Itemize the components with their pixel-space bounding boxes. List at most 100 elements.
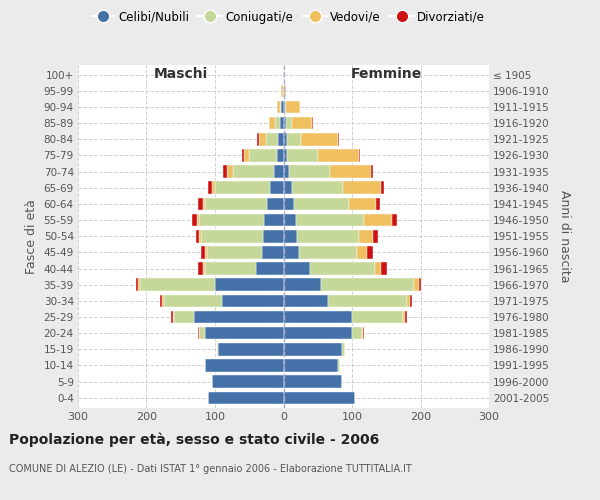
Bar xyxy=(364,214,392,226)
Bar xyxy=(310,262,374,275)
Bar xyxy=(289,166,330,178)
Bar xyxy=(266,133,278,145)
Bar xyxy=(199,230,202,242)
Bar xyxy=(292,117,312,130)
Bar xyxy=(281,84,283,97)
Bar xyxy=(321,278,413,291)
Bar xyxy=(407,294,410,307)
Bar xyxy=(284,182,292,194)
Bar xyxy=(205,246,207,258)
Bar xyxy=(173,310,174,324)
Bar xyxy=(349,198,376,210)
Bar xyxy=(244,149,249,162)
Bar xyxy=(342,343,345,355)
Bar xyxy=(352,310,403,324)
Bar xyxy=(278,133,284,145)
Bar xyxy=(265,214,284,226)
Bar xyxy=(362,327,363,340)
Bar xyxy=(330,166,371,178)
Bar xyxy=(256,262,284,275)
Bar xyxy=(217,343,218,355)
Bar xyxy=(140,278,215,291)
Bar xyxy=(215,278,284,291)
Bar xyxy=(284,294,328,307)
Bar xyxy=(374,262,382,275)
Bar xyxy=(162,294,164,307)
Bar xyxy=(381,182,383,194)
Y-axis label: Anni di nascita: Anni di nascita xyxy=(558,190,571,282)
Bar xyxy=(284,117,286,130)
Bar xyxy=(283,68,284,81)
Y-axis label: Fasce di età: Fasce di età xyxy=(25,199,38,274)
Bar xyxy=(196,230,199,242)
Bar xyxy=(292,182,343,194)
Bar xyxy=(215,182,270,194)
Bar xyxy=(392,214,397,226)
Bar xyxy=(205,198,267,210)
Bar xyxy=(242,149,244,162)
Bar xyxy=(269,117,275,130)
Bar xyxy=(367,246,373,258)
Bar xyxy=(284,100,285,114)
Bar xyxy=(208,182,212,194)
Bar xyxy=(296,214,364,226)
Bar xyxy=(164,294,222,307)
Bar xyxy=(197,214,199,226)
Bar xyxy=(359,230,373,242)
Bar xyxy=(281,100,284,114)
Bar xyxy=(284,262,310,275)
Bar xyxy=(227,166,233,178)
Bar xyxy=(198,327,199,340)
Bar xyxy=(274,166,284,178)
Bar xyxy=(352,327,362,340)
Bar xyxy=(343,182,381,194)
Bar xyxy=(284,310,352,324)
Bar xyxy=(171,310,173,324)
Text: Popolazione per età, sesso e stato civile - 2006: Popolazione per età, sesso e stato civil… xyxy=(9,432,379,447)
Bar xyxy=(284,230,297,242)
Bar xyxy=(284,84,286,97)
Bar xyxy=(338,359,340,372)
Bar xyxy=(280,117,284,130)
Bar xyxy=(284,149,287,162)
Bar xyxy=(373,230,378,242)
Bar xyxy=(413,278,419,291)
Bar xyxy=(193,214,197,226)
Bar xyxy=(284,133,287,145)
Bar xyxy=(328,294,407,307)
Bar xyxy=(198,262,203,275)
Bar xyxy=(284,198,294,210)
Bar xyxy=(359,149,360,162)
Bar xyxy=(284,327,352,340)
Bar xyxy=(419,278,421,291)
Bar xyxy=(259,133,266,145)
Bar xyxy=(275,117,280,130)
Bar xyxy=(283,84,284,97)
Bar xyxy=(284,246,299,258)
Bar xyxy=(202,230,263,242)
Bar xyxy=(212,376,284,388)
Bar xyxy=(301,133,338,145)
Bar xyxy=(222,294,284,307)
Bar xyxy=(284,376,342,388)
Bar xyxy=(203,198,205,210)
Bar xyxy=(277,149,284,162)
Bar xyxy=(284,359,338,372)
Bar xyxy=(280,100,281,114)
Bar xyxy=(357,246,367,258)
Bar xyxy=(284,392,355,404)
Bar xyxy=(287,149,318,162)
Bar xyxy=(270,182,284,194)
Bar xyxy=(284,343,342,355)
Bar xyxy=(205,262,256,275)
Bar xyxy=(277,100,280,114)
Bar xyxy=(294,198,349,210)
Bar xyxy=(284,278,321,291)
Bar xyxy=(403,310,406,324)
Bar xyxy=(338,133,339,145)
Bar xyxy=(376,198,380,210)
Bar xyxy=(286,100,300,114)
Bar xyxy=(284,166,289,178)
Bar xyxy=(233,166,274,178)
Bar xyxy=(267,198,284,210)
